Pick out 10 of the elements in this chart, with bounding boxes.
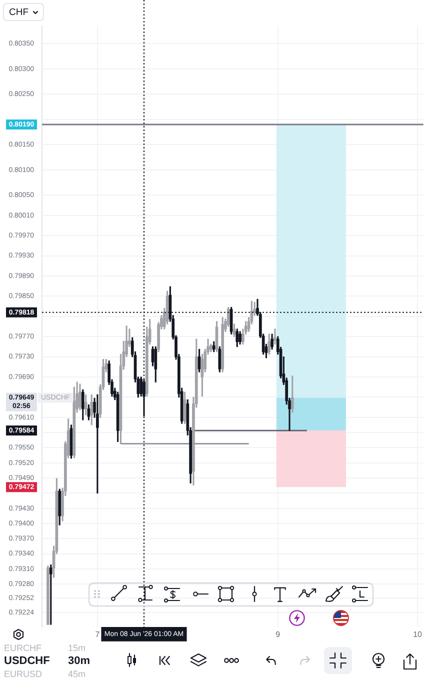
text: 45m — [68, 669, 86, 679]
text: 30m — [68, 655, 90, 667]
dropdown: CHF — [3, 3, 44, 21]
text: EURCHF — [4, 643, 42, 653]
x-tick-label: 9 — [276, 630, 281, 640]
x-tick-label: 10 — [413, 630, 423, 640]
text: EURUSD — [4, 669, 42, 679]
x-tick-label: 7 — [95, 630, 100, 640]
text: 15m — [68, 643, 86, 653]
text: USDCHF — [4, 655, 50, 667]
